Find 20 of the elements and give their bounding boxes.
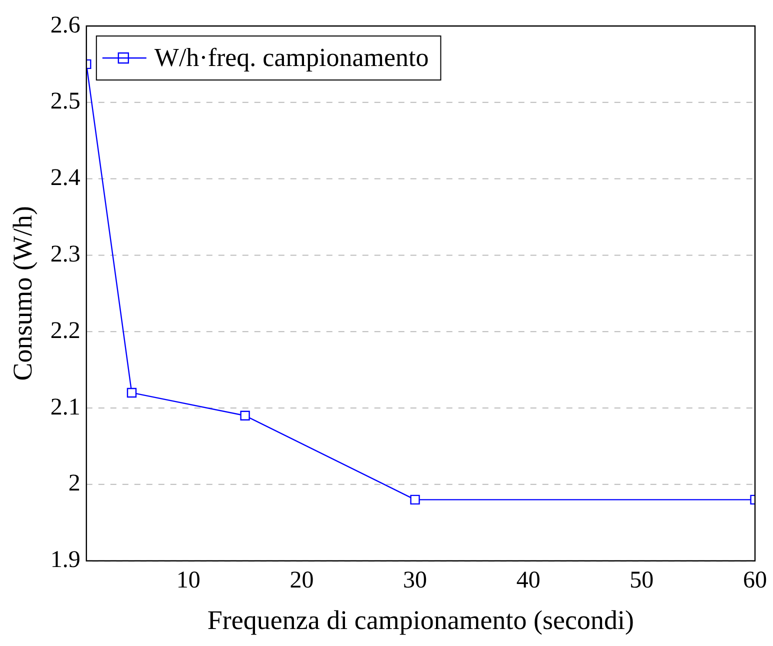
- y-tick-label: 2.1: [50, 394, 80, 420]
- x-tick-label: 20: [290, 567, 314, 594]
- point: [240, 410, 250, 420]
- legend-label: W/h·freq. campionamento: [154, 42, 429, 72]
- y-tick-label: 2: [68, 470, 80, 497]
- y-tick-label: 2.2: [50, 318, 80, 344]
- y-tick-label: 1.9: [50, 547, 80, 574]
- x-axis-title: Frequenza di campionamento (secondi): [207, 604, 634, 635]
- x-tick-label: 40: [516, 567, 540, 594]
- y-axis-title: Consumo (W/h): [7, 206, 38, 381]
- point: [410, 494, 420, 505]
- point: [126, 388, 137, 398]
- y-tick-label: 2.6: [50, 12, 80, 38]
- x-tick-label: 60: [743, 567, 767, 594]
- y-tick-label: 2.5: [50, 88, 80, 115]
- x-tick-label: 10: [176, 567, 200, 594]
- y-tick-label: 2.3: [50, 241, 80, 268]
- x-tick-label: 30: [403, 567, 428, 594]
- y-tick-label: 2.4: [50, 165, 80, 192]
- x-tick-label: 50: [630, 567, 654, 594]
